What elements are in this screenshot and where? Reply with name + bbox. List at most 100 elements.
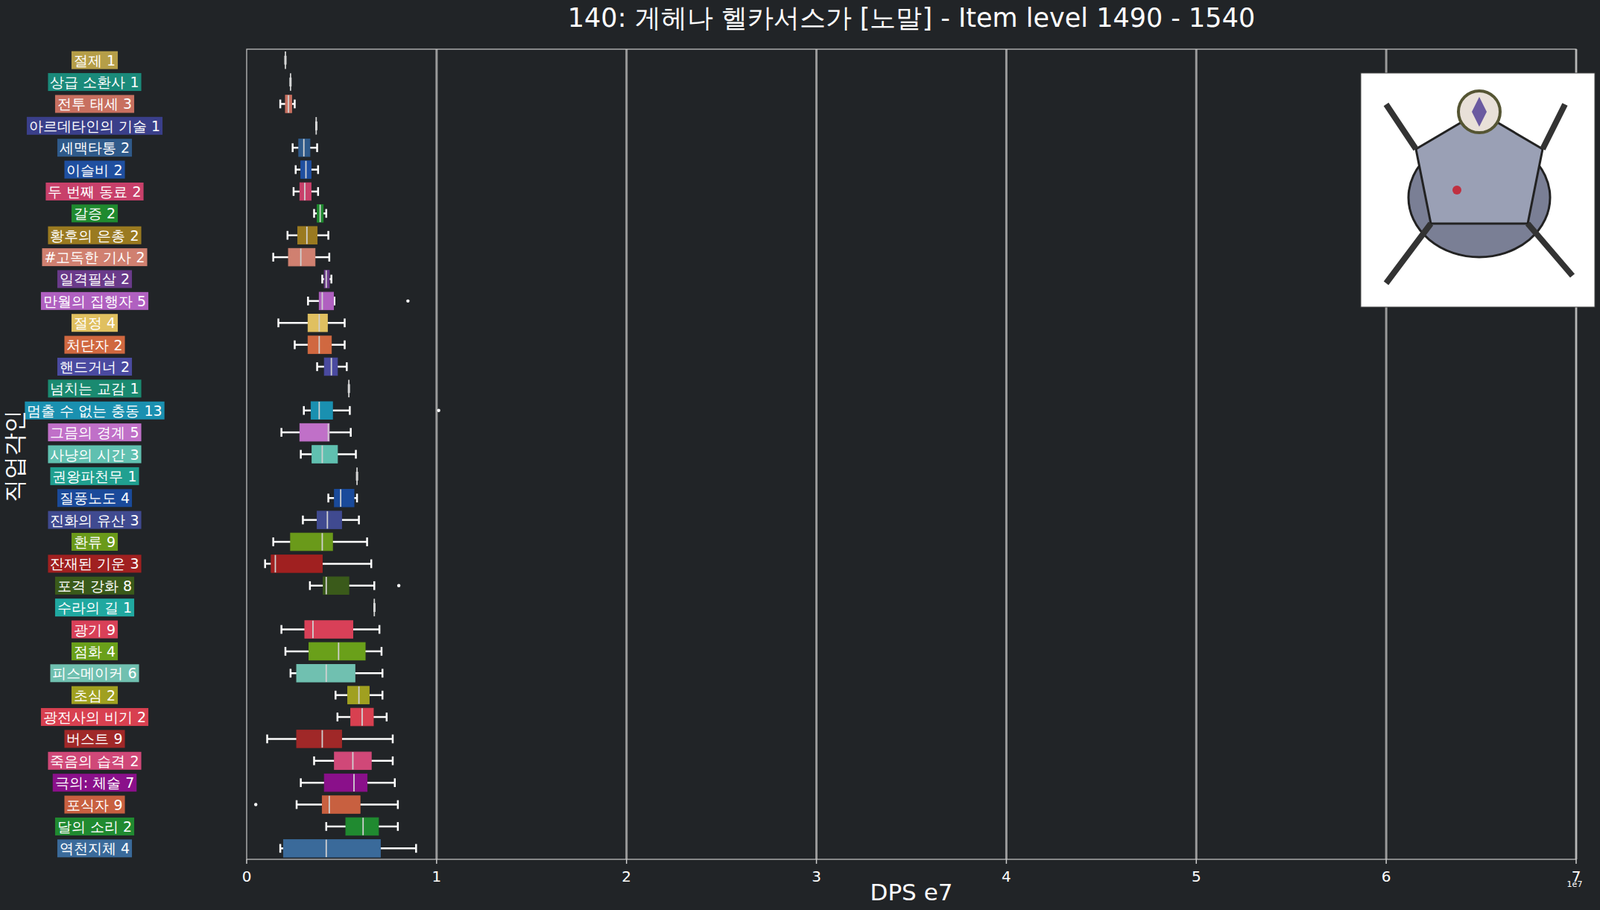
median [328, 795, 331, 814]
category-label: #고독한 기사 2 [43, 248, 145, 266]
category-label: 환류 9 [73, 533, 116, 550]
median [337, 642, 340, 661]
label-background [55, 94, 135, 113]
box [312, 445, 338, 464]
median [361, 707, 363, 726]
median [330, 357, 333, 376]
offset-text: 1e7 [1567, 879, 1583, 890]
whisker [368, 693, 383, 697]
whisker-cap [286, 231, 290, 240]
label-background [47, 554, 141, 573]
box [283, 839, 381, 858]
whisker [337, 365, 347, 369]
whisker-cap [277, 318, 280, 328]
median [300, 248, 302, 267]
category-label: 권왕파천무 1 [52, 468, 137, 485]
category-label: 상급 소환사 1 [49, 73, 139, 91]
median [306, 226, 308, 245]
box [324, 270, 330, 289]
category-label: 포식자 9 [66, 796, 123, 814]
whisker-cap [380, 646, 384, 656]
whisker-cap [289, 668, 293, 678]
box [321, 795, 360, 814]
whisker [273, 256, 289, 259]
median [305, 160, 308, 179]
whisker-cap [330, 274, 333, 284]
whisker-cap [328, 252, 331, 262]
label-background [49, 663, 139, 682]
label-background [40, 707, 149, 726]
label-background [52, 773, 138, 792]
median [348, 380, 350, 398]
whisker [341, 518, 359, 521]
box [318, 292, 334, 311]
whisker [335, 693, 348, 697]
whisker [348, 585, 375, 588]
label-background [47, 511, 141, 530]
label-background [71, 313, 118, 332]
whisker [287, 234, 299, 237]
median [325, 270, 328, 289]
label-background [57, 488, 132, 507]
box [296, 730, 342, 749]
whisker-cap [291, 143, 294, 153]
whisker [378, 825, 398, 828]
whisker-cap [315, 362, 319, 372]
label-background [57, 269, 132, 288]
box [285, 95, 292, 114]
tick [435, 859, 438, 864]
whisker [313, 760, 334, 763]
whisker-cap [272, 537, 275, 547]
box [334, 751, 372, 770]
whisker [315, 256, 330, 259]
whisker-cap [293, 99, 296, 109]
box [317, 204, 324, 223]
median [274, 555, 277, 574]
whisker-cap [301, 515, 305, 525]
whisker-cap [345, 362, 349, 372]
category-label: 초심 2 [73, 687, 116, 704]
whisker-cap [397, 800, 400, 810]
label-background [47, 423, 141, 442]
tick [1006, 859, 1008, 864]
tick-label: 5 [1191, 867, 1202, 886]
whisker-cap [381, 668, 384, 678]
label-background [71, 51, 118, 70]
tick [625, 859, 628, 864]
whisker [341, 737, 393, 741]
median [289, 73, 292, 91]
category-label: 광전사의 비기 2 [43, 708, 147, 726]
whisker [367, 781, 395, 784]
box [307, 336, 331, 354]
whisker-cap [312, 756, 316, 766]
label-background [71, 686, 118, 705]
label-background [45, 182, 144, 201]
whisker-cap [279, 99, 282, 109]
median [321, 292, 324, 311]
category-label: 넘치는 교감 1 [49, 380, 139, 397]
box [304, 620, 353, 639]
whisker [317, 365, 325, 369]
label-background [64, 729, 125, 748]
box [288, 248, 316, 267]
box [301, 160, 312, 179]
label-background [55, 817, 135, 836]
label-background [47, 73, 141, 91]
grid-line [1195, 49, 1198, 860]
category-label: 아르데타인의 기술 1 [29, 117, 161, 135]
box [324, 773, 367, 792]
median [339, 489, 342, 508]
whisker [352, 628, 380, 631]
whisker-cap [317, 187, 320, 196]
grid-line [625, 49, 628, 860]
label-background [47, 751, 141, 770]
outlier [436, 409, 440, 413]
median [312, 620, 314, 639]
box [351, 707, 374, 726]
whisker-cap [415, 843, 418, 853]
box [298, 138, 311, 157]
whisker-cap [307, 296, 310, 306]
category-label: 절정 4 [73, 314, 116, 331]
label-background [71, 642, 118, 661]
category-label: 세맥타통 2 [59, 139, 130, 156]
